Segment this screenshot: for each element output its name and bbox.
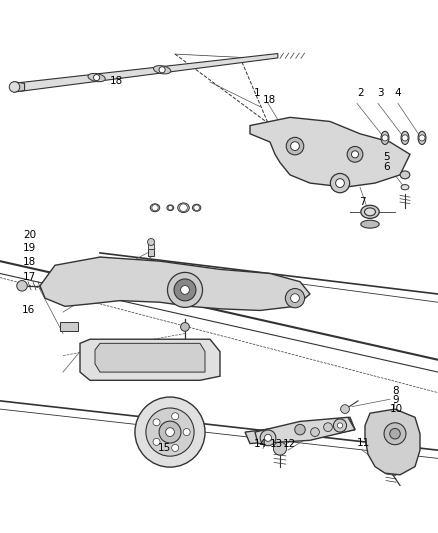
Polygon shape: [250, 117, 410, 187]
Ellipse shape: [167, 205, 174, 211]
Text: 5: 5: [383, 152, 390, 162]
Circle shape: [273, 442, 286, 455]
Circle shape: [166, 427, 174, 437]
Circle shape: [183, 429, 190, 435]
Ellipse shape: [400, 171, 410, 179]
Circle shape: [336, 179, 344, 188]
Text: 6: 6: [383, 162, 390, 172]
Circle shape: [384, 423, 406, 445]
Circle shape: [180, 286, 189, 294]
Text: 15: 15: [158, 443, 171, 453]
Polygon shape: [245, 417, 355, 443]
Circle shape: [330, 173, 350, 193]
Text: 4: 4: [394, 88, 401, 99]
Bar: [148, 244, 154, 248]
Text: 19: 19: [23, 243, 36, 253]
Circle shape: [341, 405, 350, 414]
Ellipse shape: [150, 204, 160, 212]
Circle shape: [152, 205, 158, 211]
Text: 17: 17: [23, 272, 36, 281]
Circle shape: [419, 135, 425, 141]
Circle shape: [174, 279, 196, 301]
Circle shape: [295, 424, 305, 435]
Polygon shape: [365, 409, 420, 475]
Circle shape: [146, 408, 194, 456]
Ellipse shape: [192, 204, 201, 211]
Circle shape: [194, 205, 199, 211]
Polygon shape: [80, 339, 220, 381]
Ellipse shape: [401, 131, 409, 144]
Text: 18: 18: [263, 95, 276, 106]
Circle shape: [153, 419, 160, 426]
Text: 8: 8: [392, 386, 399, 397]
Circle shape: [286, 138, 304, 155]
Text: 1: 1: [254, 88, 261, 99]
Circle shape: [148, 238, 155, 246]
Circle shape: [324, 423, 332, 432]
Ellipse shape: [381, 131, 389, 144]
Circle shape: [333, 419, 346, 432]
Circle shape: [291, 294, 300, 303]
Ellipse shape: [153, 66, 171, 74]
Circle shape: [402, 135, 408, 141]
Circle shape: [180, 322, 189, 332]
Bar: [60, 322, 78, 331]
Circle shape: [260, 430, 276, 446]
Polygon shape: [40, 257, 310, 310]
Circle shape: [9, 82, 20, 92]
Polygon shape: [20, 53, 278, 91]
Circle shape: [265, 434, 272, 441]
Circle shape: [337, 423, 343, 428]
Ellipse shape: [401, 184, 409, 190]
Circle shape: [153, 438, 160, 446]
Text: 10: 10: [390, 404, 403, 414]
Ellipse shape: [418, 131, 426, 144]
Circle shape: [167, 272, 202, 308]
Circle shape: [311, 427, 319, 437]
Circle shape: [382, 135, 388, 141]
Circle shape: [94, 75, 100, 80]
Circle shape: [17, 280, 27, 291]
Ellipse shape: [361, 220, 379, 228]
Text: 18: 18: [23, 257, 36, 267]
Ellipse shape: [364, 208, 375, 216]
Text: 9: 9: [392, 395, 399, 405]
Ellipse shape: [178, 203, 189, 213]
Text: 2: 2: [357, 88, 364, 99]
Circle shape: [291, 142, 300, 150]
Circle shape: [352, 151, 359, 158]
Text: 12: 12: [283, 439, 296, 449]
Text: 11: 11: [357, 438, 370, 448]
Circle shape: [168, 205, 173, 210]
Polygon shape: [255, 417, 355, 443]
Text: 7: 7: [359, 197, 366, 207]
Ellipse shape: [361, 205, 379, 219]
Polygon shape: [14, 82, 25, 92]
Text: 3: 3: [377, 88, 383, 99]
Circle shape: [286, 288, 305, 308]
Circle shape: [347, 147, 363, 162]
Circle shape: [390, 429, 400, 439]
Circle shape: [180, 204, 187, 212]
Bar: [148, 249, 154, 256]
Circle shape: [159, 421, 181, 443]
Circle shape: [135, 397, 205, 467]
Text: 18: 18: [110, 76, 123, 86]
Text: 20: 20: [23, 230, 36, 240]
Circle shape: [159, 67, 165, 73]
Text: 16: 16: [22, 305, 35, 316]
Polygon shape: [95, 343, 205, 372]
Circle shape: [172, 445, 179, 451]
Text: 13: 13: [269, 439, 283, 449]
Circle shape: [172, 413, 179, 420]
Text: 14: 14: [254, 439, 267, 449]
Ellipse shape: [88, 74, 105, 82]
